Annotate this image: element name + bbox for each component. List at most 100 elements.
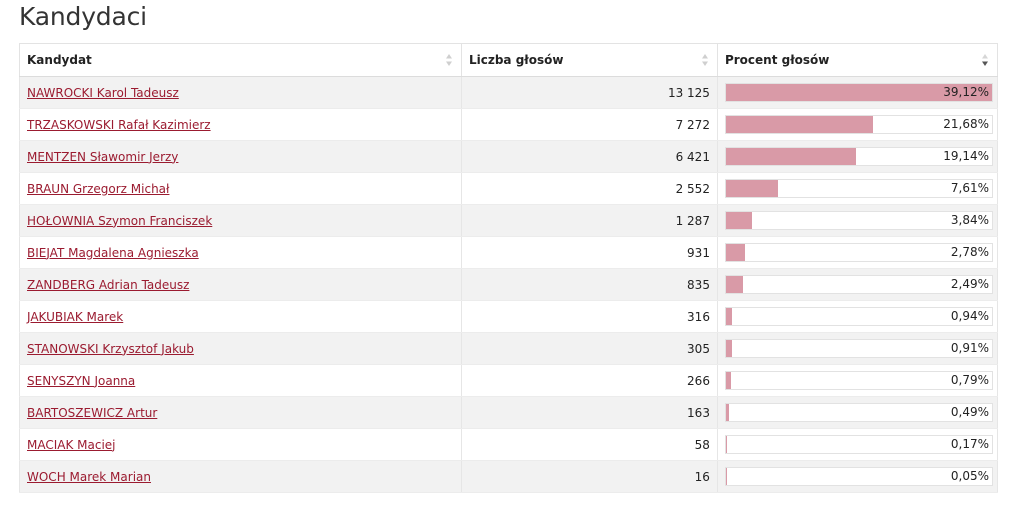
percent-bar-fill [725,276,743,293]
percent-bar: 0,05% [724,467,993,486]
candidate-cell: BRAUN Grzegorz Michał [19,172,462,205]
table-row: ZANDBERG Adrian Tadeusz 835 2,49% [19,268,999,301]
candidate-cell: HOŁOWNIA Szymon Franciszek [19,204,462,237]
percent-label: 0,17% [950,437,989,451]
votes-cell: 163 [460,396,718,429]
table-row: HOŁOWNIA Szymon Franciszek 1 287 3,84% [19,204,999,237]
percent-cell: 39,12% [716,76,999,109]
percent-bar: 3,84% [724,211,993,230]
candidate-link[interactable]: HOŁOWNIA Szymon Franciszek [27,213,213,228]
candidate-cell: MACIAK Maciej [19,428,462,461]
candidate-link[interactable]: JAKUBIAK Marek [27,309,124,324]
percent-bar-fill [725,308,733,325]
candidate-link[interactable]: BARTOSZEWICZ Artur [27,405,158,420]
percent-label: 0,79% [950,373,989,387]
column-header-votes-label: Liczba głosów [468,53,564,67]
percent-bar-fill [725,212,753,229]
percent-bar: 0,91% [724,339,993,358]
percent-cell: 21,68% [716,108,999,141]
percent-bar-fill [725,148,857,165]
candidate-cell: SENYSZYN Joanna [19,364,462,397]
votes-cell: 16 [460,460,718,493]
percent-label: 3,84% [950,213,989,227]
votes-cell: 7 272 [460,108,718,141]
votes-cell: 931 [460,236,718,269]
table-row: BRAUN Grzegorz Michał 2 552 7,61% [19,172,999,205]
percent-bar-fill [725,244,745,261]
candidate-cell: NAWROCKI Karol Tadeusz [19,76,462,109]
candidate-link[interactable]: MACIAK Maciej [27,437,116,452]
percent-bar: 0,79% [724,371,993,390]
percent-cell: 2,78% [716,236,999,269]
votes-cell: 58 [460,428,718,461]
percent-bar: 0,49% [724,403,993,422]
candidate-cell: TRZASKOWSKI Rafał Kazimierz [19,108,462,141]
candidates-table: Kandydat Liczba głosów P [19,43,999,493]
votes-cell: 6 421 [460,140,718,173]
candidate-link[interactable]: STANOWSKI Krzysztof Jakub [27,341,194,356]
percent-bar: 2,78% [724,243,993,262]
candidate-link[interactable]: BRAUN Grzegorz Michał [27,181,170,196]
candidate-cell: BIEJAT Magdalena Agnieszka [19,236,462,269]
percent-cell: 2,49% [716,268,999,301]
candidate-link[interactable]: NAWROCKI Karol Tadeusz [27,85,179,100]
candidate-link[interactable]: ZANDBERG Adrian Tadeusz [27,277,190,292]
percent-label: 0,94% [950,309,989,323]
sort-both-icon[interactable] [701,52,709,68]
percent-label: 0,05% [950,469,989,483]
percent-bar-fill [725,84,992,101]
candidate-cell: ZANDBERG Adrian Tadeusz [19,268,462,301]
table-row: NAWROCKI Karol Tadeusz 13 125 39,12% [19,76,999,109]
percent-bar-fill [725,404,730,421]
table-row: TRZASKOWSKI Rafał Kazimierz 7 272 21,68% [19,108,999,141]
candidate-cell: MENTZEN Sławomir Jerzy [19,140,462,173]
percent-label: 19,14% [943,149,989,163]
percent-bar-fill [725,180,778,197]
percent-bar: 2,49% [724,275,993,294]
candidate-link[interactable]: TRZASKOWSKI Rafał Kazimierz [27,117,211,132]
percent-cell: 0,17% [716,428,999,461]
column-header-candidate[interactable]: Kandydat [19,43,462,77]
sort-both-icon[interactable] [445,52,453,68]
votes-cell: 266 [460,364,718,397]
percent-cell: 0,79% [716,364,999,397]
percent-bar: 21,68% [724,115,993,134]
votes-cell: 835 [460,268,718,301]
candidate-link[interactable]: MENTZEN Sławomir Jerzy [27,149,179,164]
candidate-link[interactable]: WOCH Marek Marian [27,469,151,484]
sort-descending-icon[interactable] [981,52,989,68]
table-row: SENYSZYN Joanna 266 0,79% [19,364,999,397]
percent-bar-fill [725,340,733,357]
table-row: WOCH Marek Marian 16 0,05% [19,460,999,493]
percent-label: 0,49% [950,405,989,419]
table-body: NAWROCKI Karol Tadeusz 13 125 39,12% TRZASK… [19,76,999,493]
column-header-percent[interactable]: Procent głosów [716,43,999,77]
percent-label: 39,12% [943,85,989,99]
candidate-cell: JAKUBIAK Marek [19,300,462,333]
table-row: MACIAK Maciej 58 0,17% [19,428,999,461]
percent-label: 7,61% [950,181,989,195]
percent-bar: 39,12% [724,83,993,102]
candidate-link[interactable]: SENYSZYN Joanna [27,373,136,388]
candidate-link[interactable]: BIEJAT Magdalena Agnieszka [27,245,199,260]
votes-cell: 316 [460,300,718,333]
votes-cell: 305 [460,332,718,365]
percent-cell: 0,94% [716,300,999,333]
column-header-votes[interactable]: Liczba głosów [460,43,718,77]
candidate-cell: STANOWSKI Krzysztof Jakub [19,332,462,365]
percent-bar: 19,14% [724,147,993,166]
column-header-candidate-label: Kandydat [27,53,92,67]
percent-cell: 3,84% [716,204,999,237]
percent-bar-fill [725,436,728,453]
percent-cell: 0,49% [716,396,999,429]
votes-cell: 13 125 [460,76,718,109]
percent-label: 21,68% [943,117,989,131]
percent-cell: 7,61% [716,172,999,205]
percent-cell: 0,05% [716,460,999,493]
percent-cell: 0,91% [716,332,999,365]
votes-cell: 2 552 [460,172,718,205]
candidate-cell: BARTOSZEWICZ Artur [19,396,462,429]
table-row: BARTOSZEWICZ Artur 163 0,49% [19,396,999,429]
percent-label: 2,49% [950,277,989,291]
table-row: BIEJAT Magdalena Agnieszka 931 2,78% [19,236,999,269]
